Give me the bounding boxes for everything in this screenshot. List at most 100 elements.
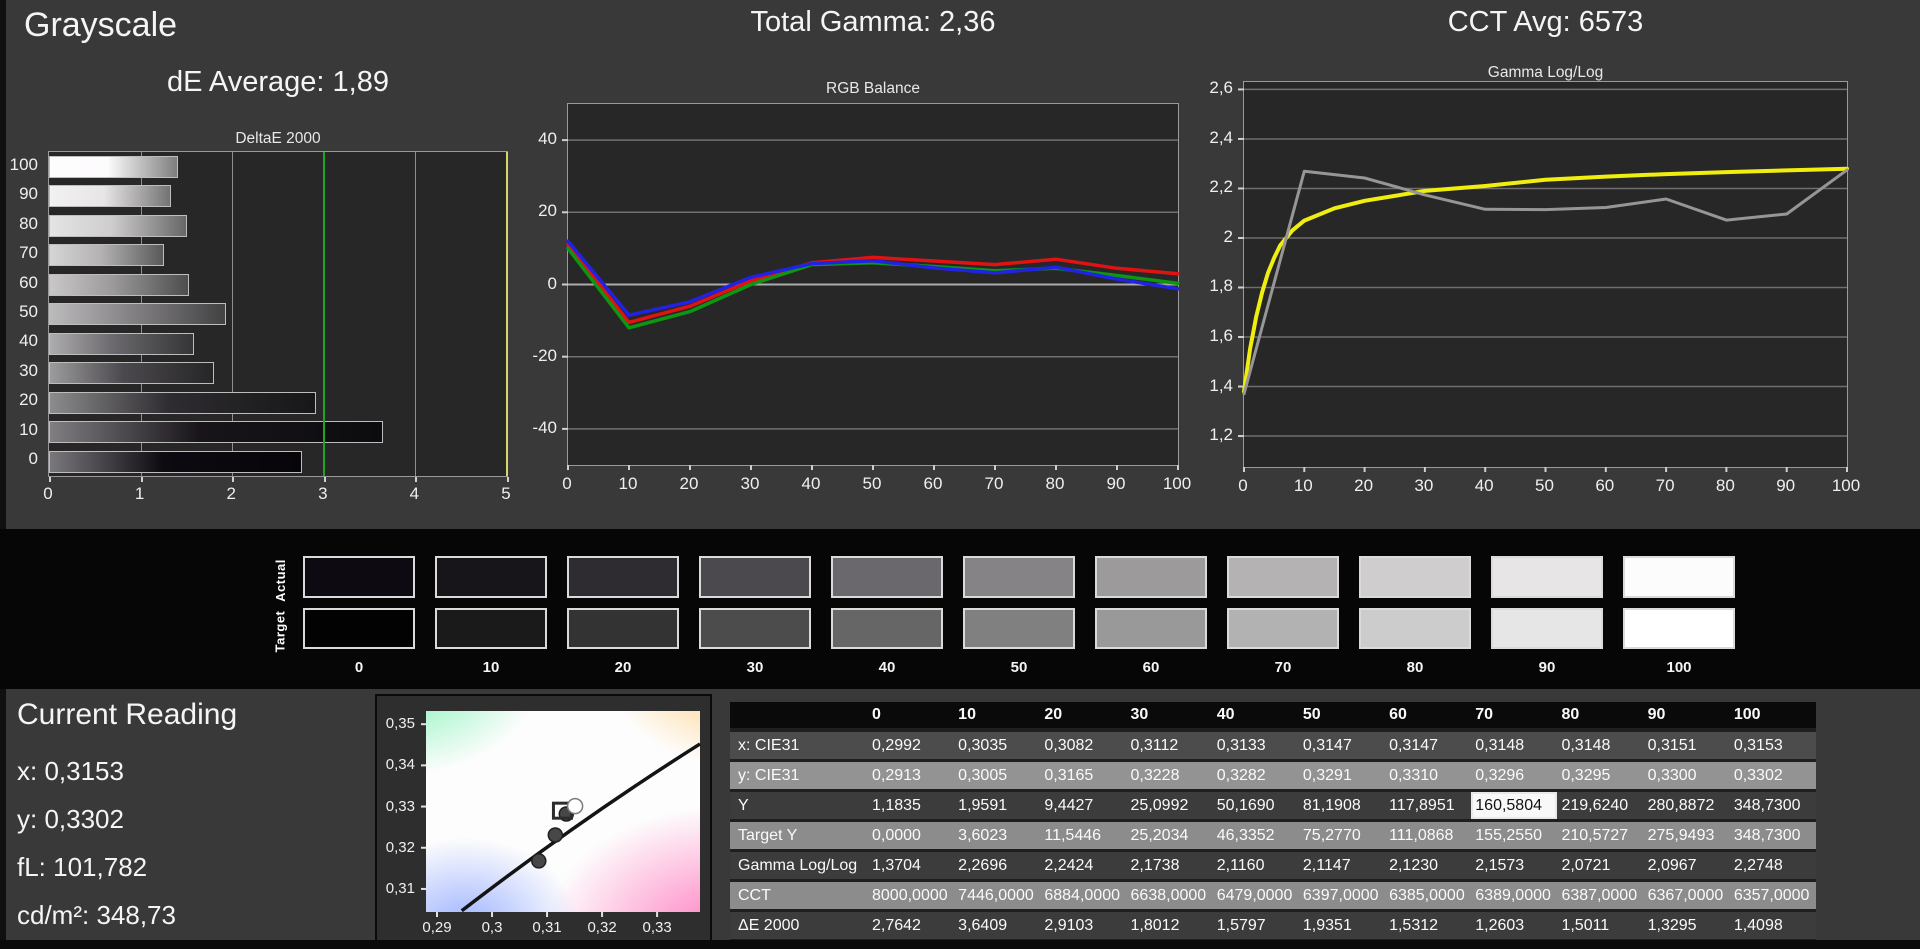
table-cell[interactable]: 1,2603 (1475, 916, 1525, 934)
target-swatch-90 (1491, 608, 1603, 649)
table-cell[interactable]: 0,3148 (1475, 736, 1525, 754)
table-cell[interactable]: 2,0967 (1647, 856, 1697, 874)
current-reading-x: x: 0,3153 (17, 756, 124, 786)
table-cell[interactable]: 1,9591 (958, 796, 1008, 814)
table-cell[interactable]: 11,5446 (1044, 826, 1102, 844)
table-cell[interactable]: 81,1908 (1302, 796, 1361, 814)
table-cell[interactable]: 2,1147 (1302, 856, 1351, 874)
table-cell[interactable]: 219,6240 (1561, 796, 1629, 814)
table-cell[interactable]: 0,3147 (1302, 736, 1352, 754)
table-cell[interactable]: 2,1160 (1216, 856, 1265, 874)
table-cell[interactable]: 275,9493 (1647, 826, 1715, 844)
table-cell[interactable]: 210,5727 (1561, 826, 1629, 844)
current-reading-title: Current Reading (17, 698, 238, 731)
deltae-category-label: 0 (28, 449, 38, 469)
table-cell[interactable]: 50,1690 (1216, 796, 1275, 814)
swatch-column-20: 20 (567, 556, 679, 676)
swatch-column-30: 30 (699, 556, 811, 676)
table-cell[interactable]: 0,3112 (1130, 736, 1179, 754)
table-cell[interactable]: 280,8872 (1647, 796, 1715, 814)
table-cell[interactable]: 7446,0000 (958, 886, 1034, 904)
table-cell[interactable]: 1,1835 (872, 796, 921, 814)
table-cell[interactable]: 6357,0000 (1733, 886, 1810, 904)
table-row-label: Gamma Log/Log (738, 856, 858, 874)
table-cell[interactable]: 0,2992 (872, 736, 921, 754)
table-cell[interactable]: 1,8012 (1130, 916, 1180, 934)
table-cell[interactable]: 2,9103 (1044, 916, 1094, 934)
table-cell[interactable]: 0,3296 (1475, 766, 1525, 784)
table-cell[interactable]: 2,1230 (1389, 856, 1439, 874)
table-cell[interactable]: 155,2550 (1475, 826, 1542, 844)
table-cell[interactable]: 1,5312 (1389, 916, 1439, 934)
table-cell[interactable]: 0,2913 (872, 766, 921, 784)
table-cell[interactable]: 75,2770 (1302, 826, 1361, 844)
swatch-columns: 0 10 20 30 40 50 60 70 80 90 100 (303, 556, 1735, 676)
table-cell[interactable]: 6479,0000 (1216, 886, 1293, 904)
table-cell[interactable]: 1,9351 (1302, 916, 1352, 934)
table-cell[interactable]: 2,7642 (872, 916, 921, 934)
swatch-level-label: 0 (354, 659, 364, 676)
table-cell[interactable]: 0,3133 (1216, 736, 1266, 754)
swatch-level-label: 60 (1142, 659, 1160, 676)
table-cell[interactable]: 0,3291 (1302, 766, 1352, 784)
table-cell[interactable]: 8000,0000 (872, 886, 948, 904)
table-cell[interactable]: 0,3300 (1647, 766, 1697, 784)
table-cell[interactable]: 3,6409 (958, 916, 1008, 934)
table-cell[interactable]: 1,3295 (1647, 916, 1697, 934)
table-row-label: ΔE 2000 (738, 916, 800, 934)
table-cell[interactable]: 1,5011 (1561, 916, 1610, 934)
table-cell[interactable]: 6884,0000 (1044, 886, 1120, 904)
table-cell[interactable]: 46,3352 (1216, 826, 1275, 844)
table-cell[interactable]: 6385,0000 (1389, 886, 1465, 904)
table-corner-cell (730, 702, 868, 728)
table-cell[interactable]: 2,1573 (1475, 856, 1525, 874)
table-cell[interactable]: 0,3035 (958, 736, 1008, 754)
gamma-loglog-xtick-label: 30 (1414, 476, 1434, 495)
table-row-label: Y (738, 796, 749, 814)
table-cell[interactable]: 6638,0000 (1130, 886, 1207, 904)
table-cell[interactable]: 0,3228 (1130, 766, 1180, 784)
table-cell[interactable]: 2,2424 (1044, 856, 1094, 874)
table-cell[interactable]: 3,6023 (958, 826, 1008, 844)
cie-measured-point (531, 853, 547, 869)
deltae-xtick (49, 477, 51, 482)
deltae-bar-30 (49, 362, 214, 385)
table-cell[interactable]: 25,2034 (1130, 826, 1189, 844)
table-cell[interactable]: 0,3148 (1561, 736, 1611, 754)
table-cell[interactable]: 1,5797 (1216, 916, 1266, 934)
table-cell[interactable]: 348,7300 (1733, 796, 1801, 814)
table-cell[interactable]: 2,1738 (1130, 856, 1180, 874)
table-cell[interactable]: 0,3302 (1733, 766, 1783, 784)
table-cell[interactable]: 0,3165 (1044, 766, 1094, 784)
table-cell[interactable]: 160,5804 (1471, 792, 1558, 819)
target-swatch-10 (435, 608, 547, 649)
table-cell[interactable]: 0,3282 (1216, 766, 1266, 784)
table-cell[interactable]: 6389,0000 (1475, 886, 1551, 904)
table-cell[interactable]: 0,3295 (1561, 766, 1611, 784)
table-cell[interactable]: 0,0000 (872, 826, 921, 844)
table-cell[interactable]: 0,3153 (1733, 736, 1783, 754)
table-cell[interactable]: 1,4098 (1733, 916, 1783, 934)
table-cell[interactable]: 0,3082 (1044, 736, 1094, 754)
table-cell[interactable]: 0,3147 (1389, 736, 1439, 754)
table-cell[interactable]: 0,3005 (958, 766, 1008, 784)
table-cell[interactable]: 117,8951 (1389, 796, 1455, 814)
table-cell[interactable]: 1,3704 (872, 856, 921, 874)
table-cell[interactable]: 0,3310 (1389, 766, 1439, 784)
deltae-category-label: 90 (19, 184, 38, 204)
table-cell[interactable]: 0,3151 (1647, 736, 1697, 754)
deltae-gridline (415, 152, 417, 476)
table-cell[interactable]: 111,0868 (1389, 826, 1454, 844)
actual-swatch-60 (1095, 556, 1207, 598)
table-cell[interactable]: 25,0992 (1130, 796, 1189, 814)
table-row-target-y: Target Y 0,0000 3,6023 11,5446 25,2034 46,335… (730, 822, 1816, 852)
table-cell[interactable]: 9,4427 (1044, 796, 1094, 814)
table-cell[interactable]: 2,2696 (958, 856, 1008, 874)
table-cell[interactable]: 6367,0000 (1647, 886, 1724, 904)
table-cell[interactable]: 2,0721 (1561, 856, 1611, 874)
table-cell[interactable]: 6387,0000 (1561, 886, 1638, 904)
table-cell[interactable]: 2,2748 (1733, 856, 1783, 874)
actual-swatch-40 (831, 556, 943, 598)
table-cell[interactable]: 6397,0000 (1302, 886, 1379, 904)
table-cell[interactable]: 348,7300 (1733, 826, 1801, 844)
